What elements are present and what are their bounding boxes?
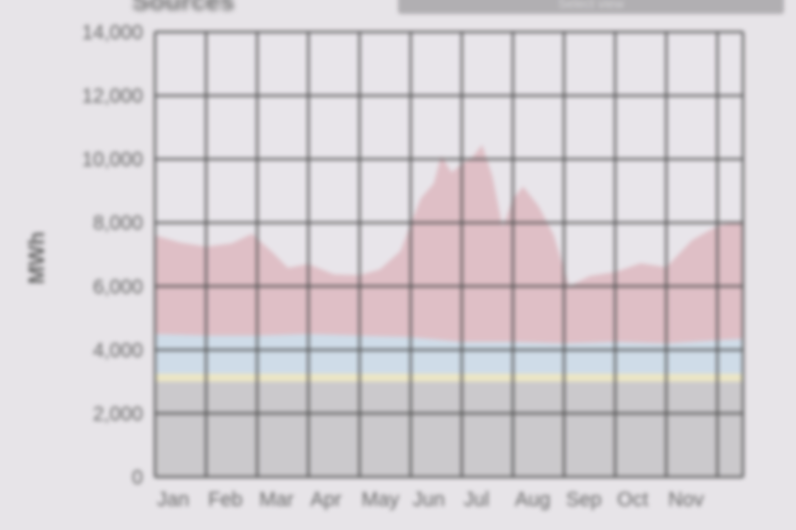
x-tick-label: Jan: [157, 489, 189, 511]
x-tick-label: Jul: [464, 489, 490, 511]
x-tick-label: Nov: [668, 489, 704, 511]
y-tick-label: 0: [132, 467, 143, 489]
y-tick-label: 10,000: [82, 149, 143, 171]
grid-lines: [154, 31, 744, 478]
chart-title: Sources: [132, 0, 235, 16]
view-selector-label: Select view: [558, 0, 624, 11]
x-tick-label: Jun: [413, 489, 445, 511]
x-tick-label: Apr: [310, 489, 341, 511]
x-axis-ticks: Jan Feb Mar Apr May Jun Jul Aug Sep Oct Nov: [157, 489, 704, 511]
x-tick-label: Sep: [566, 489, 602, 511]
y-tick-label: 14,000: [82, 22, 143, 44]
y-axis-label: MWh: [24, 232, 49, 285]
y-tick-label: 12,000: [82, 86, 143, 108]
x-tick-label: Feb: [208, 489, 242, 511]
y-tick-label: 8,000: [93, 213, 143, 235]
x-tick-label: May: [362, 489, 400, 511]
series-area-red: [155, 144, 743, 344]
y-tick-label: 4,000: [93, 340, 143, 362]
x-tick-label: Mar: [259, 489, 294, 511]
series-area-blue: [155, 334, 743, 374]
y-tick-label: 2,000: [93, 403, 143, 425]
series-areas: [155, 32, 743, 477]
x-tick-label: Aug: [515, 489, 551, 511]
series-area-yellow: [155, 373, 743, 382]
y-axis-ticks: 0 2,000 4,000 6,000 8,000 10,000 12,000 14,000: [82, 22, 143, 489]
view-selector-button[interactable]: Select view: [398, 0, 784, 14]
x-tick-label: Oct: [617, 489, 649, 511]
series-area-base: [155, 381, 743, 477]
y-tick-label: 6,000: [93, 276, 143, 298]
